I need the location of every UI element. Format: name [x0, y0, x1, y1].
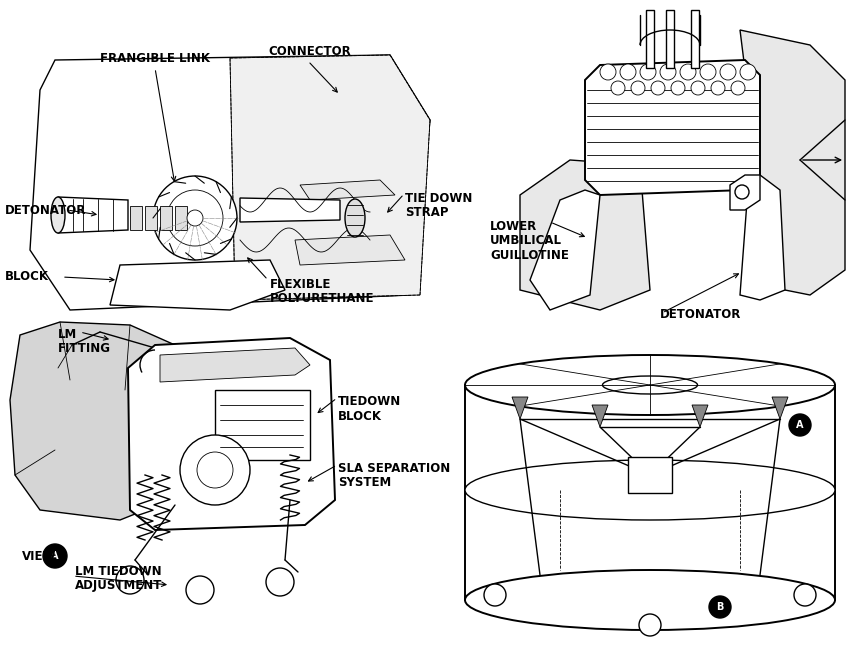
Bar	[690, 10, 698, 68]
Circle shape	[639, 64, 655, 80]
Polygon shape	[729, 175, 759, 210]
Circle shape	[734, 185, 748, 199]
Ellipse shape	[344, 199, 365, 237]
Text: FLEXIBLE
POLYURETHANE: FLEXIBLE POLYURETHANE	[270, 278, 374, 306]
Text: A: A	[51, 551, 59, 561]
Bar	[145, 206, 157, 230]
Circle shape	[699, 64, 715, 80]
Circle shape	[619, 64, 636, 80]
Circle shape	[730, 81, 744, 95]
Bar	[215, 390, 309, 460]
Circle shape	[187, 210, 203, 226]
Text: A: A	[795, 420, 803, 430]
Circle shape	[43, 544, 67, 568]
Polygon shape	[230, 55, 429, 300]
Text: LM TIEDOWN
ADJUSTMENT: LM TIEDOWN ADJUSTMENT	[75, 565, 162, 593]
Polygon shape	[584, 60, 759, 195]
Circle shape	[650, 81, 665, 95]
Circle shape	[186, 576, 214, 604]
Circle shape	[690, 81, 704, 95]
Bar	[175, 206, 187, 230]
Ellipse shape	[464, 460, 834, 520]
Circle shape	[116, 566, 144, 594]
Bar	[160, 206, 172, 230]
Bar	[627, 457, 671, 493]
Text: TIE DOWN
STRAP: TIE DOWN STRAP	[405, 192, 472, 220]
Polygon shape	[740, 175, 784, 300]
Ellipse shape	[464, 355, 834, 415]
Polygon shape	[10, 322, 185, 520]
Polygon shape	[128, 338, 335, 530]
Circle shape	[153, 176, 237, 260]
Bar	[130, 206, 141, 230]
Circle shape	[630, 81, 644, 95]
Circle shape	[711, 81, 724, 95]
Polygon shape	[771, 397, 787, 419]
Circle shape	[793, 584, 815, 606]
Circle shape	[708, 596, 730, 618]
Polygon shape	[295, 235, 405, 265]
Circle shape	[679, 64, 695, 80]
Circle shape	[740, 64, 755, 80]
Circle shape	[599, 64, 615, 80]
Text: B: B	[716, 602, 722, 612]
Polygon shape	[239, 198, 340, 222]
Circle shape	[638, 614, 660, 636]
Text: BLOCK: BLOCK	[5, 270, 49, 283]
Text: LOWER
UMBILICAL
GUILLOTINE: LOWER UMBILICAL GUILLOTINE	[489, 220, 568, 262]
Text: CONNECTOR: CONNECTOR	[268, 45, 351, 58]
Ellipse shape	[51, 197, 65, 233]
Polygon shape	[520, 160, 649, 310]
Circle shape	[671, 81, 684, 95]
Circle shape	[788, 414, 810, 436]
Bar	[645, 10, 653, 68]
Polygon shape	[110, 260, 285, 310]
Polygon shape	[529, 190, 599, 310]
Ellipse shape	[602, 376, 697, 394]
Circle shape	[197, 452, 233, 488]
Circle shape	[659, 64, 675, 80]
Text: TIEDOWN
BLOCK: TIEDOWN BLOCK	[337, 395, 400, 422]
Text: LM
FITTING: LM FITTING	[58, 328, 111, 356]
Circle shape	[610, 81, 625, 95]
Circle shape	[719, 64, 735, 80]
Circle shape	[483, 584, 505, 606]
Circle shape	[266, 568, 294, 596]
Bar	[665, 10, 673, 68]
Polygon shape	[591, 405, 607, 427]
Polygon shape	[300, 180, 394, 200]
Polygon shape	[160, 348, 309, 382]
Text: VIEW: VIEW	[22, 549, 56, 562]
Polygon shape	[58, 197, 128, 233]
Text: DETONATOR: DETONATOR	[659, 309, 740, 322]
Text: SLA SEPARATION
SYSTEM: SLA SEPARATION SYSTEM	[337, 462, 450, 489]
Polygon shape	[740, 30, 844, 295]
Polygon shape	[511, 397, 527, 419]
Text: DETONATOR: DETONATOR	[5, 203, 86, 216]
Polygon shape	[691, 405, 707, 427]
Text: FRANGIBLE LINK: FRANGIBLE LINK	[100, 52, 210, 65]
Ellipse shape	[464, 570, 834, 630]
Polygon shape	[30, 55, 429, 310]
Circle shape	[167, 190, 222, 246]
Circle shape	[180, 435, 250, 505]
